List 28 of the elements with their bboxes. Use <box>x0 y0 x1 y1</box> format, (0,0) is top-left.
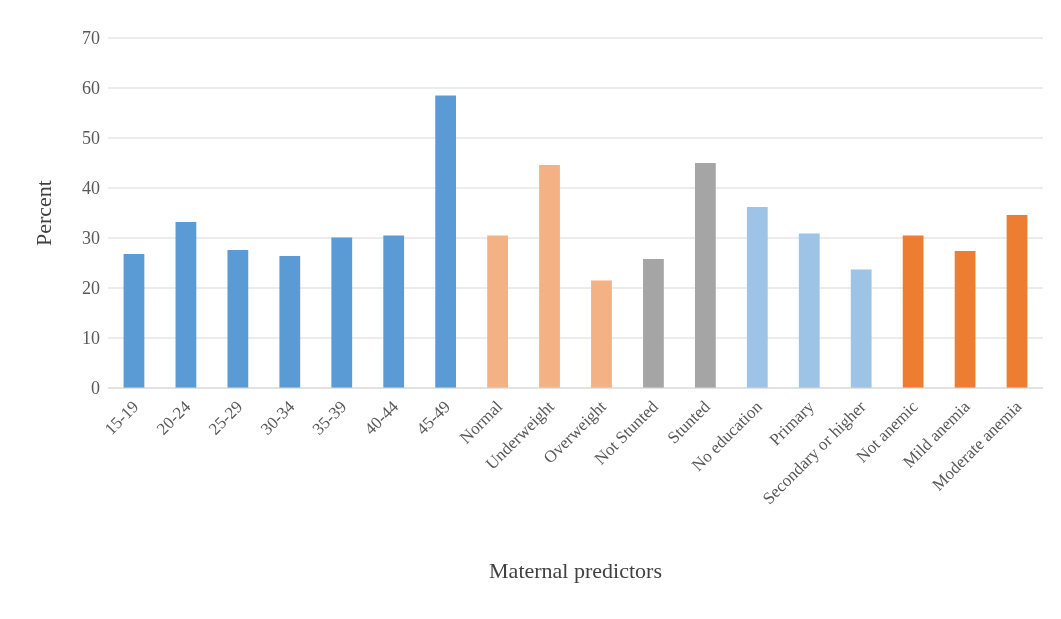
y-tick-label: 40 <box>82 178 100 199</box>
bar <box>227 250 249 388</box>
bar <box>123 254 145 388</box>
y-tick-label: 60 <box>82 78 100 99</box>
bar <box>694 163 716 388</box>
bar <box>1006 215 1028 388</box>
bar <box>902 235 924 388</box>
bar <box>643 259 664 388</box>
y-tick-label: 50 <box>82 128 100 149</box>
bar <box>591 280 612 388</box>
bar <box>954 251 976 388</box>
y-tick-label: 20 <box>82 278 100 299</box>
y-tick-label: 10 <box>82 328 100 349</box>
bar <box>746 207 768 388</box>
y-axis-title: Percent <box>30 180 56 246</box>
bar <box>279 256 301 388</box>
y-tick-label: 0 <box>91 378 100 399</box>
bar <box>539 165 560 388</box>
bar <box>487 235 508 388</box>
x-axis-title: Maternal predictors <box>489 558 662 583</box>
bar <box>383 235 405 388</box>
y-tick-label: 70 <box>82 28 100 49</box>
bar <box>175 222 197 388</box>
y-tick-label: 30 <box>82 228 100 249</box>
bar <box>435 95 457 388</box>
bar <box>798 233 820 388</box>
bar <box>850 269 872 388</box>
bar <box>331 237 353 388</box>
